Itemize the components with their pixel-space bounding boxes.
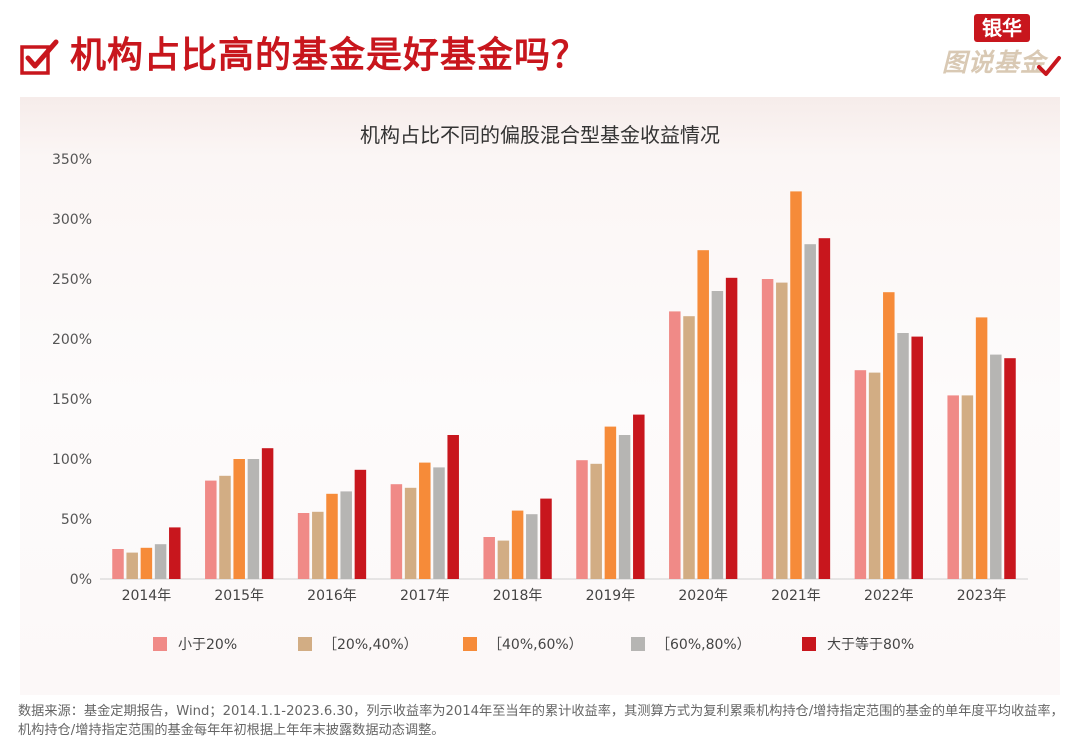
bar — [219, 475, 231, 579]
checkbox-icon — [20, 39, 59, 75]
bar — [497, 540, 510, 579]
x-tick-label: 2023年 — [957, 588, 1007, 604]
bar — [247, 459, 260, 579]
bar — [419, 462, 431, 579]
legend-label: ［40%,60%） — [488, 637, 583, 653]
bar — [404, 487, 417, 579]
brand-slogan: 图说基金 — [941, 48, 1046, 77]
bar — [804, 244, 816, 579]
bar — [354, 469, 367, 579]
bar — [1004, 358, 1016, 579]
y-tick-label: 50% — [61, 512, 92, 528]
check-icon — [1037, 56, 1061, 76]
bar — [776, 282, 788, 579]
y-tick-label: 200% — [52, 332, 92, 348]
bar — [326, 493, 338, 579]
bar — [911, 336, 923, 579]
bar — [483, 537, 495, 579]
bar — [297, 513, 310, 579]
legend-swatch — [298, 637, 312, 651]
bar — [975, 317, 988, 579]
footnote: 数据来源：基金定期报告，Wind；2014.1.1-2023.6.30，列示收益… — [18, 704, 1064, 738]
bar — [868, 372, 881, 579]
bar — [126, 552, 138, 579]
x-tick-label: 2017年 — [400, 588, 450, 604]
bar — [140, 547, 153, 579]
y-tick-label: 100% — [52, 452, 92, 468]
x-tick-label: 2022年 — [864, 588, 914, 604]
bar — [154, 544, 167, 579]
bar — [576, 460, 588, 579]
bar — [511, 510, 524, 579]
legend-label: 小于20% — [178, 637, 237, 653]
bar — [633, 414, 645, 579]
legend-swatch — [153, 637, 167, 651]
x-tick-label: 2021年 — [771, 588, 821, 604]
legend-swatch — [463, 637, 477, 651]
bar — [897, 333, 909, 579]
chart-panel: 机构占比不同的偏股混合型基金收益情况 0% 50% 100% 150% 200% 250%… — [20, 97, 1060, 695]
bar — [604, 426, 617, 579]
bar — [433, 467, 445, 579]
bar — [540, 498, 552, 579]
bar — [883, 292, 895, 579]
legend-label: 大于等于80% — [827, 636, 914, 653]
bar — [697, 250, 709, 579]
x-tick-label: 2018年 — [493, 588, 543, 604]
header: 机构占比高的基金是好基金吗？ 银华 图说基金 — [0, 0, 1080, 95]
page-title: 机构占比高的基金是好基金吗？ — [70, 35, 589, 76]
bar — [340, 491, 352, 579]
legend-label: ［60%,80%） — [656, 637, 751, 653]
bar — [790, 191, 802, 579]
bar — [618, 435, 631, 579]
x-tick-label: 2014年 — [122, 588, 172, 604]
bar — [447, 435, 459, 579]
bar — [590, 463, 602, 579]
bar — [526, 514, 538, 579]
x-tick-label: 2020年 — [678, 588, 728, 604]
brand-name: 银华 — [974, 14, 1030, 42]
y-tick-label: 350% — [52, 152, 92, 168]
bar — [233, 459, 245, 579]
bar — [169, 527, 181, 579]
y-tick-label: 0% — [70, 572, 92, 588]
bar — [669, 311, 681, 579]
bar — [261, 448, 274, 579]
bar — [312, 511, 324, 579]
bar — [990, 354, 1002, 579]
bar — [961, 395, 974, 579]
y-tick-label: 300% — [52, 212, 92, 228]
bar — [711, 291, 724, 579]
bar — [205, 480, 217, 579]
bar — [947, 395, 959, 579]
x-tick-label: 2015年 — [214, 588, 264, 604]
bar — [112, 549, 124, 579]
legend-swatch — [802, 637, 816, 651]
y-tick-label: 250% — [52, 272, 92, 288]
bar — [390, 484, 403, 579]
legend-label: ［20%,40%） — [323, 637, 418, 653]
x-tick-label: 2019年 — [586, 588, 636, 604]
legend-swatch — [631, 637, 645, 651]
brand-logo: 银华 图说基金 — [932, 14, 1062, 84]
bar — [725, 277, 738, 579]
bar — [818, 238, 831, 579]
bar — [683, 316, 695, 579]
bar — [761, 279, 774, 579]
chart-title: 机构占比不同的偏股混合型基金收益情况 — [360, 123, 720, 147]
bar-chart: 机构占比不同的偏股混合型基金收益情况 0% 50% 100% 150% 200% 250%… — [52, 123, 1028, 653]
bar — [854, 370, 867, 579]
y-tick-label: 150% — [52, 392, 92, 408]
x-tick-label: 2016年 — [307, 588, 357, 604]
